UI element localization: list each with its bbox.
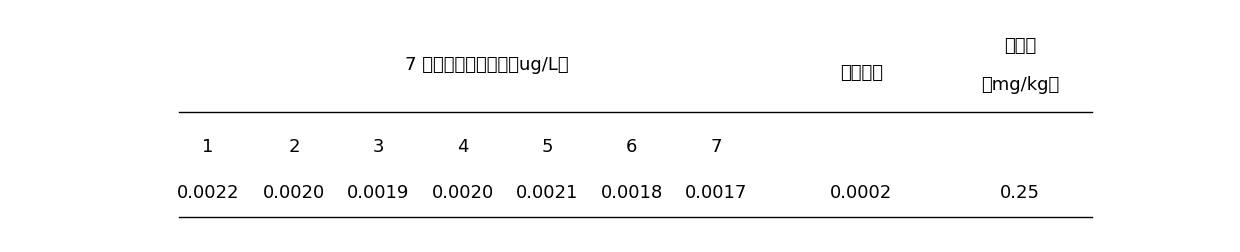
Text: （mg/kg）: （mg/kg） (981, 76, 1059, 93)
Text: 0.25: 0.25 (999, 184, 1040, 202)
Text: 6: 6 (626, 138, 637, 156)
Text: 1: 1 (202, 138, 213, 156)
Text: 0.0020: 0.0020 (432, 184, 494, 202)
Text: 0.0002: 0.0002 (831, 184, 893, 202)
Text: 检出限: 检出限 (1003, 37, 1037, 55)
Text: 0.0017: 0.0017 (684, 184, 748, 202)
Text: 2: 2 (289, 138, 300, 156)
Text: 0.0022: 0.0022 (176, 184, 239, 202)
Text: 0.0020: 0.0020 (263, 184, 325, 202)
Text: 0.0021: 0.0021 (516, 184, 578, 202)
Text: 5: 5 (542, 138, 553, 156)
Text: 4: 4 (456, 138, 469, 156)
Text: 0.0018: 0.0018 (600, 184, 663, 202)
Text: 7 次的空白测试结果（ug/L）: 7 次的空白测试结果（ug/L） (404, 56, 568, 74)
Text: 标准偏差: 标准偏差 (839, 64, 883, 82)
Text: 3: 3 (372, 138, 383, 156)
Text: 0.0019: 0.0019 (347, 184, 409, 202)
Text: 7: 7 (711, 138, 722, 156)
